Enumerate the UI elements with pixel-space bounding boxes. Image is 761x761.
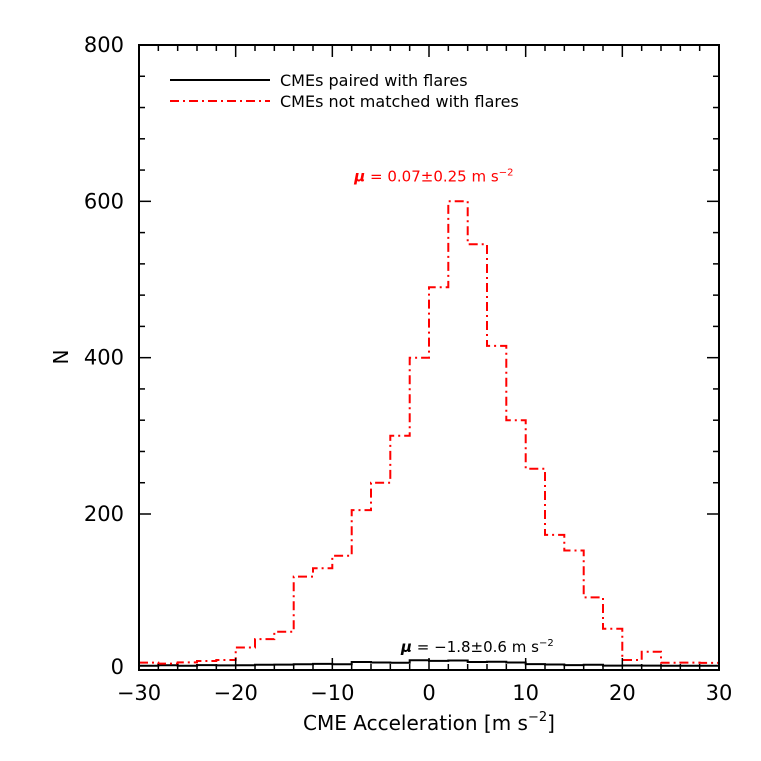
mean-annotation-not-matched: μ = 0.07±0.25 m s−2 bbox=[353, 168, 513, 186]
annotations: μ = −1.8±0.6 m s−2 μ = 0.07±0.25 m s−2 bbox=[353, 168, 553, 656]
legend: CMEs paired with flares CMEs not matched… bbox=[170, 71, 519, 111]
mean-annotation-paired: μ = −1.8±0.6 m s−2 bbox=[400, 638, 554, 656]
x-tick-label: 10 bbox=[512, 681, 539, 705]
y-tick-label: 400 bbox=[84, 346, 124, 370]
x-tick-label: 20 bbox=[609, 681, 636, 705]
ticks-layer bbox=[138, 44, 720, 670]
x-axis-label-superscript: −2 bbox=[528, 710, 547, 725]
y-tick-label: 800 bbox=[84, 33, 124, 57]
x-tick-label: −20 bbox=[214, 681, 258, 705]
legend-label-paired: CMEs paired with flares bbox=[280, 71, 468, 90]
series-line-not-matched bbox=[139, 200, 719, 665]
x-tick-label: −30 bbox=[117, 681, 161, 705]
y-tick-label: 600 bbox=[84, 189, 124, 213]
y-tick-labels: 0 200 400 600 800 bbox=[84, 33, 124, 679]
y-tick-label: 200 bbox=[84, 502, 124, 526]
y-tick-label: 0 bbox=[111, 655, 124, 679]
x-tick-labels: −30 −20 −10 0 10 20 30 bbox=[117, 681, 733, 705]
x-tick-label: 30 bbox=[706, 681, 733, 705]
x-axis-label: CME Acceleration [m s−2] bbox=[303, 710, 555, 735]
x-tick-label: 0 bbox=[422, 681, 435, 705]
x-axis-label-tail: ] bbox=[547, 711, 555, 735]
x-axis-label-main: CME Acceleration [m s bbox=[303, 711, 528, 735]
legend-label-not-matched: CMEs not matched with flares bbox=[280, 92, 519, 111]
y-axis-label: N bbox=[49, 350, 73, 365]
x-tick-label: −10 bbox=[310, 681, 354, 705]
series-layer bbox=[139, 200, 719, 667]
